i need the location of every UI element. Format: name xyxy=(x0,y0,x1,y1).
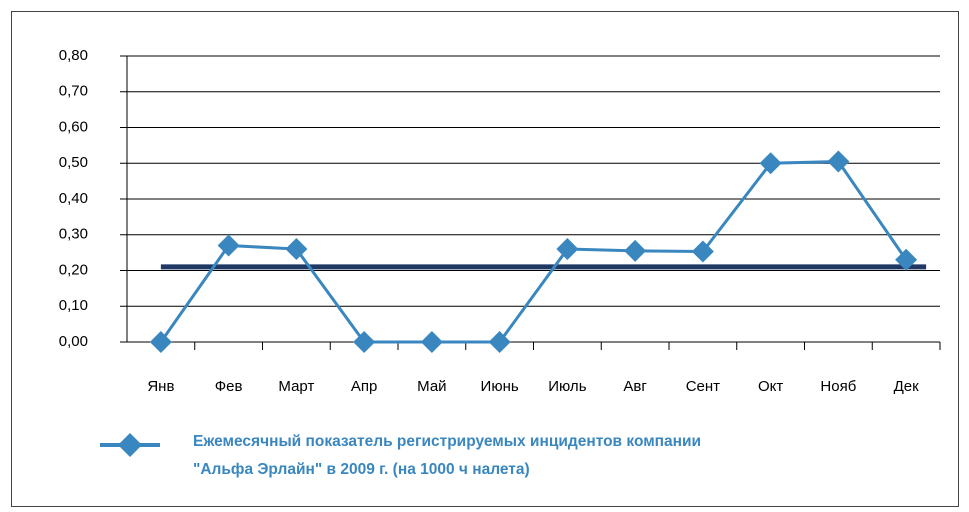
marker xyxy=(488,331,511,353)
y-tick-label: 0,30 xyxy=(59,226,88,243)
marker xyxy=(420,331,443,353)
marker xyxy=(895,248,918,271)
x-tick-label: Март xyxy=(278,378,314,395)
marker xyxy=(353,331,376,353)
x-tick-label: Нояб xyxy=(820,378,856,395)
x-tick-label: Июль xyxy=(548,378,586,395)
x-tick-label: Окт xyxy=(758,378,783,395)
marker xyxy=(827,150,850,173)
legend-label: Ежемесячный показатель регистрируемых ин… xyxy=(193,433,702,478)
marker xyxy=(217,234,240,257)
marker xyxy=(556,238,579,261)
y-tick-label: 0,60 xyxy=(59,118,88,135)
marker xyxy=(285,238,308,261)
x-tick-label: Июнь xyxy=(481,378,519,395)
x-tick-label: Сент xyxy=(686,378,720,395)
marker xyxy=(624,239,647,262)
x-tick-label: Фев xyxy=(215,378,243,395)
y-tick-label: 0,50 xyxy=(59,154,88,171)
y-tick-label: 0,70 xyxy=(59,83,88,100)
chart-border xyxy=(11,11,959,507)
legend-marker xyxy=(118,433,142,457)
x-tick-label: Янв xyxy=(147,378,174,395)
y-tick-label: 0,00 xyxy=(59,333,88,350)
y-tick-label: 0,10 xyxy=(59,297,88,314)
x-tick-label: Дек xyxy=(894,378,920,395)
x-tick-label: Май xyxy=(417,378,446,395)
x-tick-label: Авг xyxy=(623,378,647,395)
y-tick-label: 0,20 xyxy=(59,261,88,278)
y-tick-label: 0,40 xyxy=(59,190,88,207)
marker xyxy=(149,331,172,353)
marker xyxy=(691,240,714,263)
series-line xyxy=(159,159,908,344)
marker xyxy=(759,152,782,175)
y-tick-label: 0,80 xyxy=(59,47,88,64)
x-tick-label: Апр xyxy=(351,378,377,395)
